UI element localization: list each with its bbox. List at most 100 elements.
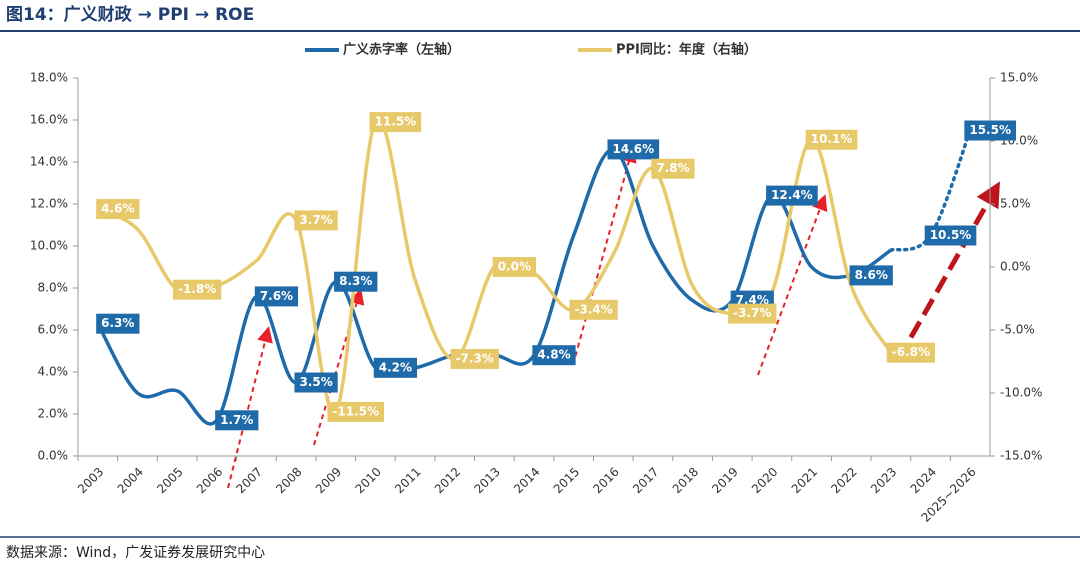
x-tick-label: 2019	[709, 465, 740, 496]
data-label-text: 10.5%	[930, 228, 972, 242]
x-tick-label: 2024	[908, 465, 939, 496]
data-label: -3.7%	[728, 303, 777, 324]
data-label: 7.6%	[254, 286, 299, 307]
data-label-text: 4.2%	[379, 360, 412, 374]
data-label: -7.3%	[450, 348, 499, 369]
y-tick-label: 0.0%	[38, 449, 69, 463]
data-label-box	[886, 342, 936, 363]
x-tick-label: 2006	[194, 465, 225, 496]
data-label-text: 6.3%	[101, 316, 134, 330]
x-tick-label: 2012	[432, 465, 463, 496]
data-label-text: -6.8%	[892, 345, 930, 359]
x-tick-label: 2021	[789, 465, 820, 496]
data-label: 10.5%	[924, 225, 977, 246]
data-label: -11.5%	[327, 401, 385, 422]
data-label-box	[492, 257, 536, 277]
data-label-box	[728, 303, 777, 324]
data-label: 14.6%	[607, 139, 660, 160]
y-tick-label: 4.0%	[38, 365, 69, 379]
data-label-box	[369, 112, 422, 133]
x-tick-label: 2010	[352, 465, 383, 496]
data-label: 8.6%	[849, 265, 893, 286]
data-label-box	[569, 299, 618, 320]
data-label-text: -3.7%	[733, 306, 771, 320]
data-label-text: 10.1%	[811, 132, 853, 146]
data-label: -6.8%	[886, 342, 936, 363]
data-label-box	[651, 158, 695, 179]
data-label-text: 7.8%	[656, 161, 689, 175]
data-label-box	[96, 313, 140, 334]
data-label-text: 11.5%	[375, 115, 417, 129]
data-label: 4.6%	[96, 199, 140, 220]
x-tick-label: 2003	[75, 465, 106, 496]
legend-label: PPI同比：年度（右轴）	[616, 42, 757, 58]
y-tick-label: 2.0%	[38, 407, 69, 421]
data-label: 4.2%	[373, 357, 418, 378]
y-tick-label: 6.0%	[38, 323, 69, 337]
x-tick-label: 2005	[154, 465, 185, 496]
data-label-box	[766, 185, 818, 206]
data-label: 3.7%	[294, 210, 338, 231]
data-label-box	[607, 139, 660, 160]
x-tick-label: 2015	[551, 465, 582, 496]
data-label: -3.4%	[569, 299, 618, 320]
data-label: 6.3%	[96, 313, 140, 334]
data-label-text: 1.7%	[220, 413, 253, 427]
data-label-box	[964, 120, 1016, 141]
data-label-box	[327, 401, 385, 422]
y2-tick-label: 5.0%	[1000, 197, 1031, 211]
data-label-box	[215, 410, 259, 431]
data-label-text: 0.0%	[498, 260, 531, 274]
data-label-box	[294, 372, 338, 393]
data-label: 3.5%	[294, 372, 338, 393]
y2-tick-label: -5.0%	[1000, 323, 1035, 337]
data-label: -1.8%	[172, 279, 222, 300]
data-label-text: -7.3%	[456, 351, 494, 365]
data-label-box	[849, 265, 893, 286]
data-label: 4.8%	[532, 345, 576, 366]
data-label-text: -1.8%	[178, 282, 216, 296]
data-label-text: 4.8%	[537, 348, 570, 362]
data-label-text: 7.6%	[260, 289, 293, 303]
data-label-text: -3.4%	[575, 302, 613, 316]
data-label-box	[254, 286, 299, 307]
data-label-text: 8.3%	[339, 274, 372, 288]
x-tick-label: 2018	[670, 465, 701, 496]
data-label-box	[334, 271, 378, 292]
data-label-box	[805, 129, 858, 150]
x-tick-label: 2007	[234, 465, 265, 496]
data-label-text: 15.5%	[969, 123, 1011, 137]
data-label-text: 7.4%	[736, 293, 769, 307]
legend-label: 广义赤字率（左轴）	[343, 42, 460, 58]
data-label-text: 8.6%	[855, 268, 888, 282]
y-tick-label: 16.0%	[30, 113, 68, 127]
y2-tick-label: 0.0%	[1000, 260, 1031, 274]
source: 数据来源：Wind，广发证券发展研究中心	[6, 545, 265, 561]
y2-tick-label: 15.0%	[1000, 71, 1038, 85]
data-label-text: 12.4%	[771, 188, 813, 202]
arrows	[227, 146, 1000, 489]
y2-tick-label: -10.0%	[1000, 386, 1042, 400]
data-label-text: 4.6%	[101, 202, 134, 216]
data-label-text: -11.5%	[332, 404, 379, 418]
x-tick-label: 2008	[273, 465, 304, 496]
chart-title: 图14：广义财政 → PPI → ROE	[6, 4, 254, 25]
x-tick-label: 2017	[630, 465, 661, 496]
data-label-box	[532, 345, 576, 366]
y-tick-label: 8.0%	[38, 281, 69, 295]
y-tick-label: 18.0%	[30, 71, 68, 85]
data-label-box	[450, 348, 499, 369]
y2-tick-label: -15.0%	[1000, 449, 1042, 463]
x-tick-label: 2009	[313, 465, 344, 496]
data-label: 10.1%	[805, 129, 858, 150]
y-tick-label: 12.0%	[30, 197, 68, 211]
data-label-text: 14.6%	[612, 142, 654, 156]
data-label-box	[172, 279, 222, 300]
x-tick-label: 2022	[828, 465, 859, 496]
y-tick-label: 14.0%	[30, 155, 68, 169]
x-tick-label: 2020	[749, 465, 780, 496]
data-label: 0.0%	[492, 257, 536, 277]
data-label: 11.5%	[369, 112, 422, 133]
